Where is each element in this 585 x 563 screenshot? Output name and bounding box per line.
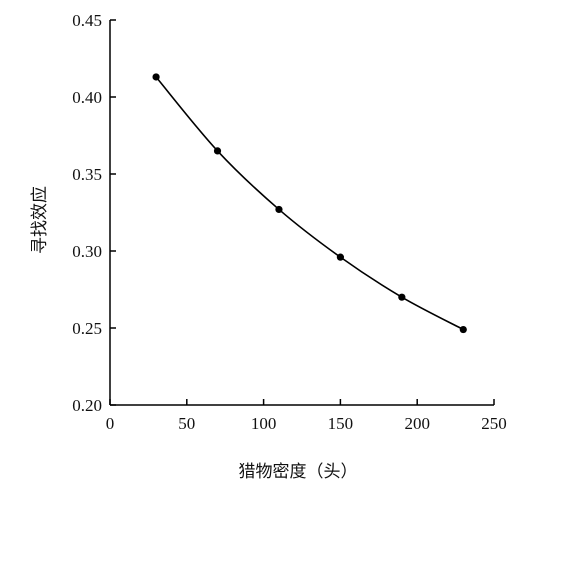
data-point xyxy=(459,325,467,334)
y-tick-label: 0.40 xyxy=(72,88,102,107)
x-tick-label: 250 xyxy=(481,414,507,433)
y-tick-label: 0.45 xyxy=(72,11,102,30)
x-ticks: 0 50 100 150 200 250 xyxy=(106,399,507,433)
y-tick-label: 0.25 xyxy=(72,319,102,338)
y-tick-label: 0.20 xyxy=(72,396,102,415)
data-point xyxy=(398,293,406,301)
series-line xyxy=(155,76,464,331)
y-tick-label: 0.30 xyxy=(72,242,102,261)
y-axis-title: 寻找效应 xyxy=(30,186,50,254)
x-tick-label: 0 xyxy=(106,414,115,433)
x-tick-label: 50 xyxy=(178,414,195,433)
data-point xyxy=(336,253,344,261)
data-point xyxy=(152,73,160,81)
y-ticks: 0.20 0.25 0.30 0.35 0.40 0.45 xyxy=(72,11,116,415)
series-group xyxy=(152,73,467,334)
x-tick-label: 200 xyxy=(404,414,430,433)
data-point xyxy=(213,147,222,155)
x-tick-label: 150 xyxy=(328,414,354,433)
y-tick-label: 0.35 xyxy=(72,165,102,184)
data-point xyxy=(275,205,283,214)
x-axis-title: 猎物密度（头） xyxy=(239,462,358,482)
x-tick-label: 100 xyxy=(251,414,277,433)
axes xyxy=(109,20,494,406)
